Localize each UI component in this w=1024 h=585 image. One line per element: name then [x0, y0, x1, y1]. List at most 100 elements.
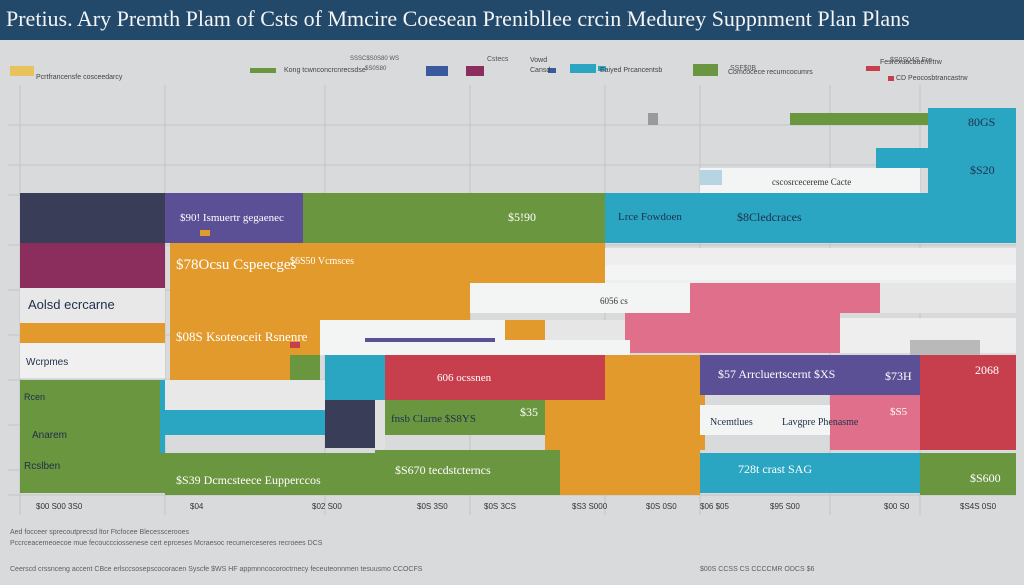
- chart-bar: [700, 355, 850, 395]
- chart-bar: [605, 355, 705, 450]
- bar-label: $S5: [890, 406, 908, 418]
- bar-label: 80GS: [968, 115, 995, 129]
- x-tick-label: $06 $05: [700, 502, 729, 511]
- bar-label: $8Cledcraces: [737, 210, 802, 224]
- legend-swatch: [866, 66, 880, 71]
- x-tick-label: $04: [190, 502, 204, 511]
- chart-bar: [200, 230, 210, 236]
- header-label: SSF$0B: [730, 65, 756, 72]
- bar-label: $5!90: [508, 210, 536, 224]
- legend-label: Kong tcwnconcrcnrecsdse: [284, 67, 366, 74]
- bar-label: Lrce Fowdoen: [618, 211, 682, 223]
- legend-label: Cansd: [530, 67, 550, 74]
- bar-label: fnsb Clarne $S8YS: [391, 413, 476, 425]
- chart-bar: [375, 400, 385, 450]
- bar-label: 728t crast SAG: [738, 462, 812, 476]
- title-bar: Pretius. Ary Premth Plam of Csts of Mmci…: [0, 0, 1024, 40]
- legend-label: Vowd: [530, 57, 547, 64]
- x-tick-label: $00 S00 3S0: [36, 502, 83, 511]
- legend-swatch: [598, 66, 606, 71]
- chart-bar: [700, 170, 722, 185]
- footnote-2: Pccrceacemeoecoe mue fecouccciossenese c…: [10, 540, 323, 547]
- chart-bar: [505, 320, 545, 340]
- chart-bar: [20, 418, 160, 453]
- page-title: Pretius. Ary Premth Plam of Csts of Mmci…: [6, 6, 910, 31]
- chart-bar: [690, 283, 880, 313]
- chart-bar: [320, 340, 630, 355]
- chart-bar: [700, 168, 920, 193]
- chart-bar: [20, 343, 165, 378]
- legend-label: Pcrtfrancensfe cosceedarcy: [36, 74, 123, 81]
- bar-label: $35: [520, 405, 538, 419]
- chart-bar: [165, 453, 375, 495]
- x-tick-label: $95 S00: [770, 502, 800, 511]
- chart-bar: [850, 355, 920, 395]
- chart-bar: [375, 450, 560, 495]
- bar-label: cscosrcecereme Cacte: [772, 177, 851, 187]
- row-label: Wcrpmes: [26, 357, 68, 368]
- x-tick-label: $0S 3CS: [484, 502, 516, 511]
- chart-bar: [605, 265, 1016, 280]
- chart-bar: [625, 313, 840, 353]
- chart-bar: [470, 283, 690, 313]
- chart-bar: [20, 453, 165, 493]
- chart-bar: [920, 355, 1016, 450]
- chart-bar: [890, 395, 920, 450]
- bar-label: $S600: [970, 471, 1001, 485]
- footnote-3: Ceerscd crssnceng accent CBce erlsccsose…: [10, 566, 423, 573]
- legend-label: Comcocece recumcocumrs: [728, 69, 813, 76]
- bar-label: $90! Ismuertr gegaenec: [180, 212, 284, 224]
- header-label: $S0S80: [365, 66, 387, 72]
- row-label: Rcen: [24, 392, 45, 402]
- chart-bar: [560, 450, 700, 495]
- footnote-4: $00S CCSS CS CCCCMR ODCS $6: [700, 566, 815, 573]
- chart-bar: [325, 355, 385, 400]
- header-label: Cstecs: [487, 56, 509, 63]
- bar-label: Lavgpre Phenasme: [782, 417, 859, 428]
- chart-bar: [876, 148, 928, 168]
- chart-bar: [160, 380, 165, 455]
- chart-bar: [910, 340, 980, 355]
- chart-bar: [20, 323, 165, 343]
- legend-swatch: [888, 76, 894, 81]
- chart-bar: [20, 193, 165, 243]
- legend-swatch: [570, 64, 596, 73]
- x-tick-label: $0S 3S0: [417, 502, 448, 511]
- chart-bar: [170, 290, 470, 320]
- legend-swatch: [693, 64, 718, 76]
- bar-label: $S39 Dcmcsteece Eupperccos: [176, 473, 321, 487]
- legend-label: Fesrexuacauentrtrw: [880, 59, 943, 66]
- x-tick-label: $02 S00: [312, 502, 342, 511]
- footnote-1: Aed focceer sprecoutprecsd ltor Ftcfocee…: [10, 529, 189, 536]
- chart-bar: [648, 113, 658, 125]
- chart-bar: [20, 243, 165, 288]
- bar-label: $73H: [885, 369, 912, 383]
- chart-bar: [545, 400, 605, 450]
- chart-bar: [290, 355, 320, 380]
- row-label: Anarem: [32, 430, 67, 441]
- bar-label: $S20: [970, 163, 995, 177]
- chart-bar: [605, 193, 705, 243]
- chart-bar: [165, 193, 303, 243]
- legend-swatch: [250, 68, 276, 73]
- chart-bar: [830, 395, 890, 450]
- chart-bar: [165, 410, 325, 435]
- chart-bar: [880, 283, 1016, 313]
- header-label: SSSC$S0S80 WS: [350, 56, 399, 62]
- chart-bar: [20, 380, 160, 418]
- bar-label: 606 ocssnen: [437, 372, 492, 384]
- bar-label: Ncemtlues: [710, 417, 753, 428]
- bar-label: $S670 tecdstcterncs: [395, 463, 491, 477]
- x-tick-label: $S4S 0S0: [960, 502, 997, 511]
- legend-swatch: [466, 66, 484, 76]
- chart: Pcrtfrancensfe cosceedarcy Kong tcwnconcr…: [8, 56, 1016, 515]
- bar-label: $78Ocsu Cspeecges: [176, 257, 297, 273]
- legend-label: CD Peocosbtrancastrw: [896, 75, 969, 82]
- chart-bar: [790, 113, 930, 125]
- chart-bar: [705, 193, 1016, 243]
- chart-bar: [958, 108, 1016, 193]
- bar-label: $6S50 Vcmsces: [290, 256, 354, 267]
- chart-bar: [290, 342, 300, 348]
- x-tick-label: $00 S0: [884, 502, 910, 511]
- chart-bar: [928, 108, 958, 193]
